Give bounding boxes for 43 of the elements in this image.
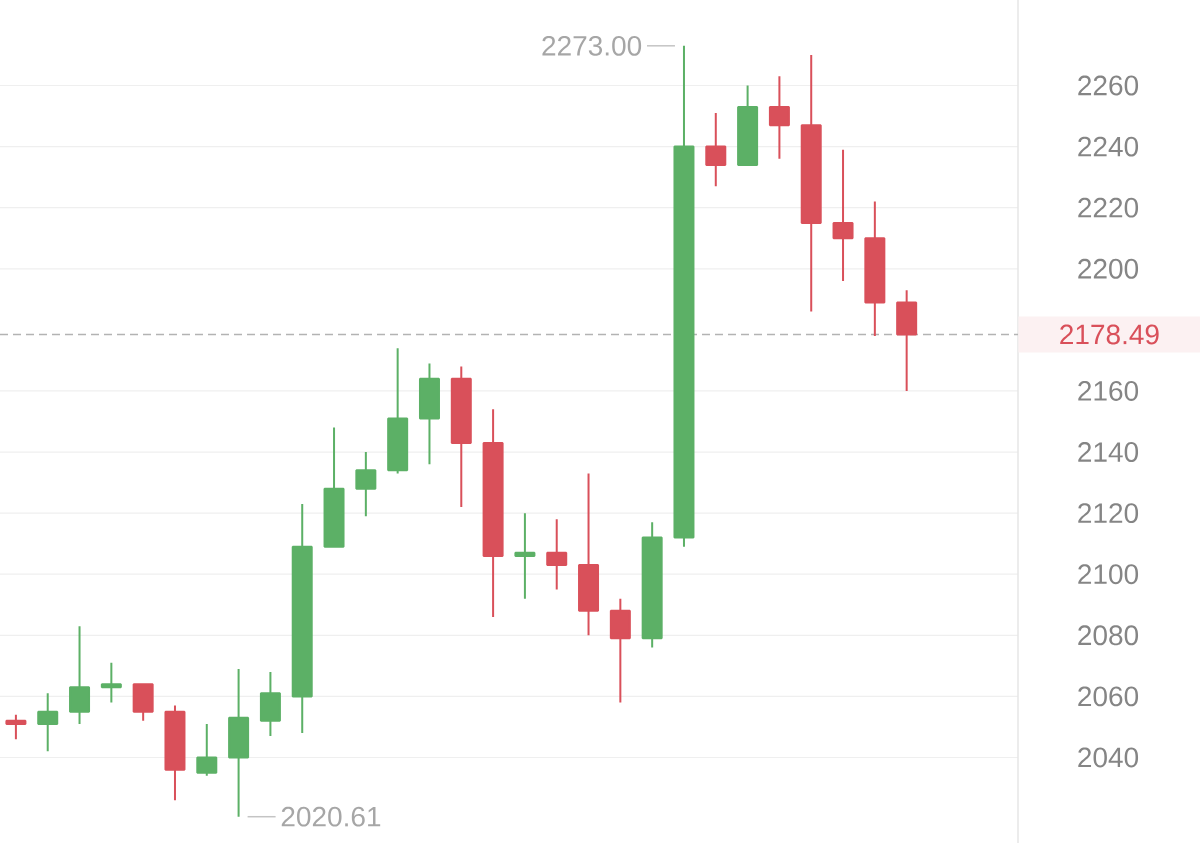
candlestick — [69, 625, 91, 725]
candlestick — [546, 518, 568, 591]
candlestick — [482, 408, 504, 618]
candlestick — [228, 667, 250, 818]
annotation: 2273.00 — [542, 35, 642, 56]
candlestick — [609, 597, 631, 704]
candlestick — [450, 365, 472, 509]
candlestick — [100, 661, 122, 704]
y-tick-label: 2260 — [1078, 75, 1139, 96]
candlestick — [387, 347, 409, 475]
candlestick — [864, 200, 886, 337]
candlestick — [578, 472, 600, 637]
y-tick-label: 2200 — [1078, 258, 1139, 279]
y-tick-label: 2220 — [1078, 197, 1139, 218]
annotation: 2020.61 — [281, 806, 381, 827]
candlestick — [164, 704, 186, 802]
candlestick — [355, 451, 377, 518]
candlestick — [832, 148, 854, 282]
y-tick-label: 2040 — [1078, 747, 1139, 768]
candlestick — [737, 84, 759, 166]
candlestick — [514, 512, 536, 600]
candlestick — [768, 75, 790, 160]
y-tick-label: 2140 — [1078, 442, 1139, 462]
candlestick — [641, 521, 663, 649]
candlestick — [259, 670, 281, 738]
y-tick-label: 2080 — [1078, 625, 1139, 646]
candlestick — [705, 112, 727, 188]
y-tick-label: 2060 — [1078, 686, 1139, 707]
candlestick — [896, 289, 918, 392]
candlestick — [196, 722, 218, 777]
candlestick — [418, 362, 440, 466]
y-tick-label: 2120 — [1078, 503, 1139, 524]
candlestick — [291, 502, 313, 735]
candlestick — [37, 692, 59, 753]
candlestick — [5, 713, 27, 741]
candlestick — [132, 683, 154, 722]
ref-line-label: 2178.49 — [1060, 324, 1159, 345]
y-tick-label: 2100 — [1078, 564, 1139, 585]
y-tick-label: 2240 — [1078, 136, 1139, 157]
candlestick — [323, 426, 345, 548]
candlestick — [673, 44, 695, 548]
candlestick — [800, 53, 822, 313]
y-tick-label: 2160 — [1078, 381, 1139, 401]
